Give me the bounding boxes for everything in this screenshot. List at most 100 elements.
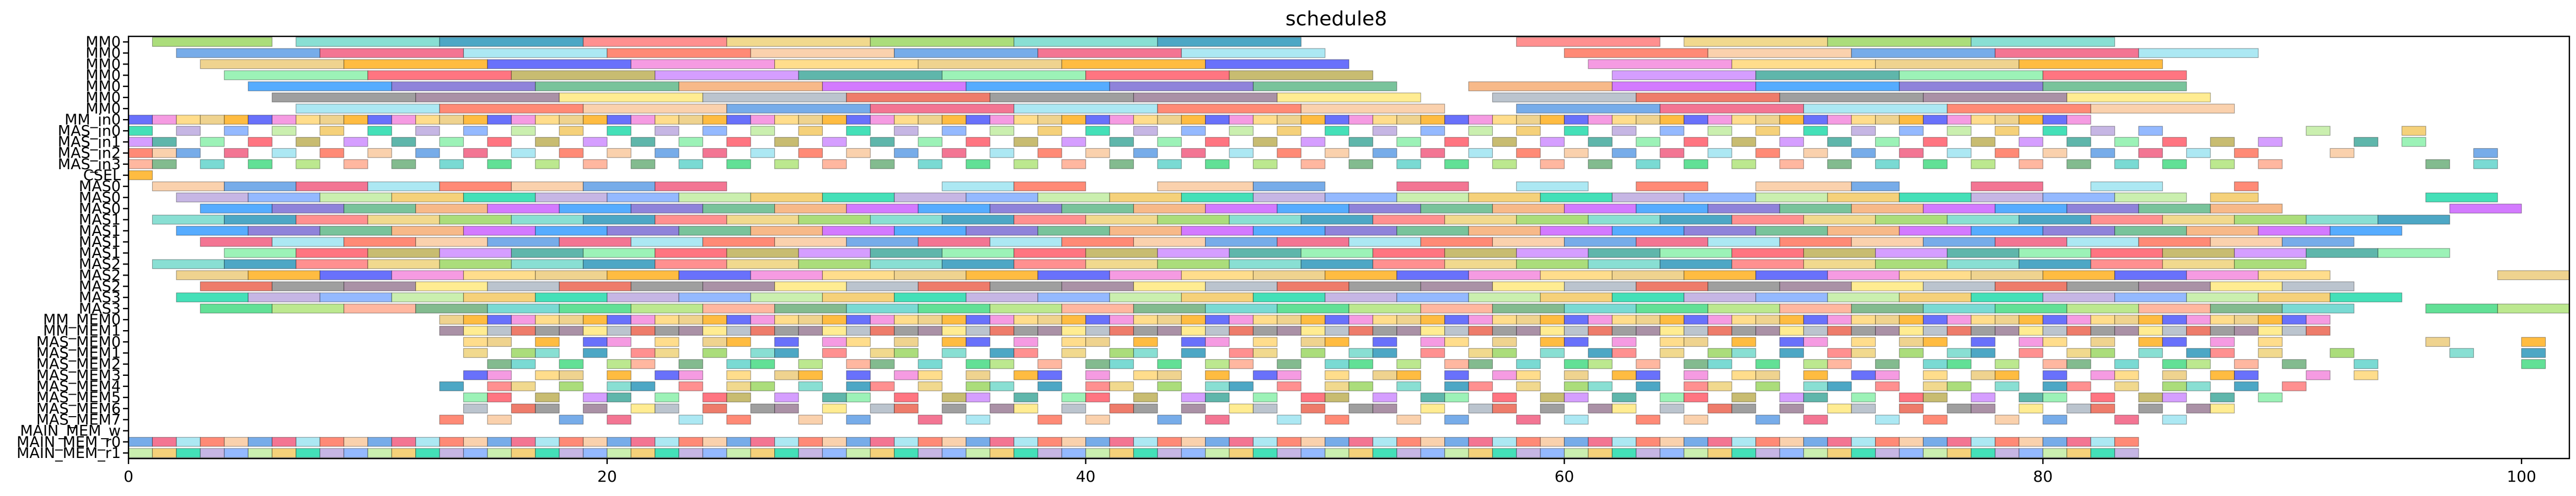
task-bar xyxy=(2066,403,2091,414)
task-bar xyxy=(296,104,440,114)
task-bar xyxy=(1372,315,1397,325)
task-bar xyxy=(918,414,942,425)
task-bar xyxy=(2066,159,2091,169)
task-bar xyxy=(1611,315,1637,325)
task-bar xyxy=(1300,392,1326,403)
task-bar xyxy=(1157,315,1182,325)
task-bar xyxy=(1755,81,1900,91)
task-bar xyxy=(1636,181,1709,191)
task-bar xyxy=(1922,414,1948,425)
task-bar xyxy=(152,148,177,158)
task-bar xyxy=(248,448,273,458)
task-bar xyxy=(2162,248,2235,258)
task-bar xyxy=(1899,81,2043,91)
task-bar xyxy=(582,115,608,125)
task-bar xyxy=(798,436,823,447)
x-tick-label: 100 xyxy=(2507,467,2536,486)
task-bar xyxy=(1707,48,1852,58)
task-bar xyxy=(1396,159,1421,169)
task-bar xyxy=(1013,259,1086,269)
task-bar xyxy=(1659,315,1685,325)
task-bar xyxy=(607,270,679,281)
task-bar xyxy=(1803,104,1948,114)
task-bar xyxy=(1875,59,2020,69)
task-bar xyxy=(726,104,871,114)
task-bar xyxy=(1252,137,1278,147)
task-bar xyxy=(1013,315,1038,325)
task-bar xyxy=(1611,148,1637,158)
task-bar xyxy=(966,448,990,458)
task-bar xyxy=(846,381,871,391)
task-bar xyxy=(2138,403,2163,414)
task-bar xyxy=(535,81,679,91)
task-bar xyxy=(870,448,895,458)
task-bar xyxy=(1636,303,1709,314)
task-bar xyxy=(1444,359,1469,369)
task-bar xyxy=(750,48,895,58)
task-bar xyxy=(678,370,704,380)
task-bar xyxy=(1109,159,1134,169)
task-bar xyxy=(1468,348,1493,358)
task-bar xyxy=(1348,359,1374,369)
task-bar xyxy=(1325,115,1349,125)
task-bar xyxy=(678,270,751,281)
task-bar xyxy=(941,126,967,136)
task-bar xyxy=(630,137,656,147)
task-bar xyxy=(726,370,751,380)
task-bar xyxy=(319,126,345,136)
task-bar xyxy=(224,448,249,458)
task-bar xyxy=(966,370,990,380)
task-bar xyxy=(2234,359,2259,369)
task-bar xyxy=(1947,259,2020,269)
resource-label: MAIN_MEM_r1 xyxy=(17,445,121,462)
task-bar xyxy=(2282,303,2355,314)
task-bar xyxy=(941,337,967,347)
task-bar xyxy=(846,115,871,125)
task-bar xyxy=(1061,281,1134,292)
task-bar xyxy=(535,348,560,358)
task-bar xyxy=(702,337,727,347)
task-bar xyxy=(1995,203,2068,214)
task-bar xyxy=(1875,248,1948,258)
task-bar xyxy=(1396,137,1421,147)
task-bar xyxy=(726,315,751,325)
task-bar xyxy=(1851,370,1876,380)
task-bar xyxy=(367,259,440,269)
task-bar xyxy=(2210,137,2235,147)
task-bar xyxy=(774,337,799,347)
task-bar xyxy=(487,59,631,69)
task-bar xyxy=(1157,436,1182,447)
task-bar xyxy=(2234,148,2259,158)
task-bar xyxy=(1707,436,1732,447)
task-bar xyxy=(559,414,584,425)
task-bar xyxy=(1755,436,1780,447)
task-bar xyxy=(1563,48,1709,58)
task-bar xyxy=(774,203,847,214)
task-bar xyxy=(1611,448,1637,458)
task-bar xyxy=(1372,403,1397,414)
task-bar xyxy=(654,326,679,336)
task-bar xyxy=(750,126,775,136)
task-bar xyxy=(918,381,942,391)
task-bar xyxy=(2138,148,2163,158)
task-bar xyxy=(487,326,512,336)
task-bar xyxy=(1229,381,1254,391)
task-bar xyxy=(1085,214,1158,225)
task-bar xyxy=(1516,115,1541,125)
task-bar xyxy=(1779,137,1804,147)
task-bar xyxy=(1085,381,1110,391)
task-bar xyxy=(1252,337,1278,347)
task-bar xyxy=(630,115,656,125)
task-bar xyxy=(2042,81,2187,91)
task-bar xyxy=(1085,414,1110,425)
task-bar xyxy=(1995,359,2020,369)
task-bar xyxy=(798,370,823,380)
task-bar xyxy=(1779,348,1804,358)
task-bar xyxy=(2018,348,2044,358)
task-bar xyxy=(224,259,297,269)
task-bar xyxy=(1444,159,1469,169)
task-bar xyxy=(989,115,1015,125)
task-bar xyxy=(343,137,368,147)
task-bar xyxy=(1899,315,1924,325)
task-bar xyxy=(152,214,225,225)
